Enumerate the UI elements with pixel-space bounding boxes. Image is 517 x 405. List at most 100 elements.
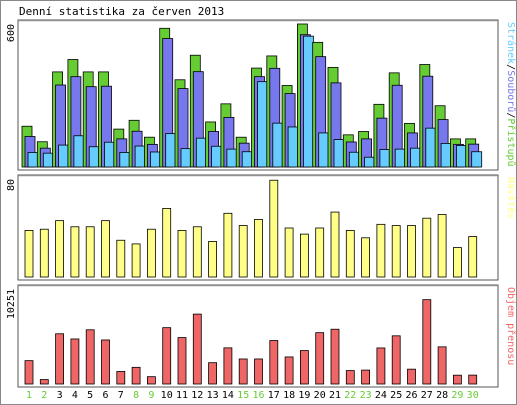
chart-title: Denní statistika za červen 2013 [19,5,224,18]
bar-pages-day-25 [394,148,406,168]
day-label-7: 7 [118,390,124,401]
bar-visits-day-13 [208,241,218,278]
day-label-16: 16 [252,390,264,401]
bar-pages-day-30 [471,151,483,168]
day-label-6: 6 [102,390,108,401]
bar-kbytes-day-25 [391,335,401,385]
bar-visits-day-20 [315,227,325,278]
bar-kbytes-day-10 [162,327,172,385]
day-label-18: 18 [283,390,295,401]
bar-visits-day-22 [345,230,355,278]
bar-visits-day-12 [192,226,202,278]
bar-visits-day-19 [299,233,309,278]
bar-pages-day-10 [165,133,177,168]
day-label-4: 4 [72,390,78,401]
bar-pages-day-21 [333,139,345,168]
day-label-23: 23 [360,390,372,401]
legend-Stránek: Stránek [505,22,517,64]
bar-kbytes-day-30 [468,374,478,385]
bar-kbytes-day-17 [269,340,279,385]
bar-visits-day-25 [391,225,401,278]
day-label-20: 20 [314,390,326,401]
bar-visits-day-30 [468,236,478,278]
legend-separator: / [505,64,516,70]
bar-visits-day-3 [55,220,64,278]
bar-pages-day-13 [211,145,223,168]
bar-pages-day-27 [425,127,437,168]
day-label-17: 17 [268,390,280,401]
bar-pages-day-14 [226,148,238,168]
day-label-1: 1 [26,390,32,401]
bar-kbytes-day-14 [223,347,233,385]
bar-visits-day-1 [24,230,34,278]
bar-kbytes-day-23 [361,369,371,385]
bar-pages-day-8 [134,145,146,168]
bar-visits-day-14 [223,212,233,278]
bar-visits-day-17 [269,179,279,278]
bar-visits-day-9 [146,228,156,278]
legend-Objem přenosu: Objem přenosu [505,287,517,365]
panel-2-ymax-label: 80 [6,179,17,191]
bar-kbytes-day-11 [177,337,187,385]
bar-pages-day-29 [455,145,467,168]
bar-kbytes-day-26 [407,368,416,385]
bar-kbytes-day-7 [116,371,126,385]
bar-visits-day-16 [254,219,263,278]
day-label-9: 9 [148,390,154,401]
day-label-27: 27 [421,390,433,401]
bar-visits-day-4 [70,226,80,278]
bar-visits-day-28 [437,214,447,278]
bar-pages-day-16 [257,81,268,168]
bar-kbytes-day-2 [39,379,49,385]
bar-visits-day-27 [422,217,432,278]
panel-3-ymax-label: 10251 [6,289,17,319]
day-label-2: 2 [41,390,47,401]
panel-3: 10251 Objem přenosu [6,284,517,388]
bar-kbytes-day-6 [101,339,110,385]
bar-pages-day-1 [27,152,39,168]
bar-kbytes-day-20 [315,332,325,385]
bar-pages-day-4 [73,135,85,168]
bar-kbytes-day-16 [254,358,263,385]
bar-kbytes-day-29 [452,374,462,385]
bar-pages-day-5 [88,146,100,168]
bar-kbytes-day-15 [238,358,248,385]
bar-kbytes-day-5 [85,329,95,385]
day-label-12: 12 [191,390,203,401]
bar-pages-day-17 [272,122,284,168]
bar-pages-day-23 [364,156,376,168]
bar-pages-day-7 [119,152,131,168]
bar-kbytes-day-21 [330,328,340,385]
panel-2-legend: Návštěv [505,177,517,219]
bar-pages-day-11 [180,148,192,168]
bar-visits-day-10 [162,207,172,278]
bar-visits-day-6 [101,220,110,278]
bar-visits-day-24 [376,223,386,278]
bar-visits-day-29 [452,247,462,278]
legend-Návštěv: Návštěv [505,177,517,219]
bar-visits-day-5 [85,226,95,278]
legend-Přístupů: Přístupů [505,118,517,166]
bar-pages-day-19 [302,35,314,168]
bar-visits-day-2 [39,228,49,278]
bar-kbytes-day-18 [284,356,294,385]
day-label-19: 19 [298,390,310,401]
bar-kbytes-day-9 [146,376,156,385]
panel-1: 600 Stránek/Souborů/Přístupů [6,19,517,171]
bar-kbytes-day-19 [299,350,309,385]
legend-Souborů: Souborů [505,70,517,112]
bar-kbytes-day-1 [24,360,34,385]
bar-pages-day-20 [318,132,330,168]
bar-kbytes-day-13 [208,362,218,385]
bar-pages-day-2 [42,152,54,168]
bar-visits-day-11 [177,230,187,278]
day-label-10: 10 [161,390,173,401]
bar-kbytes-day-27 [422,299,432,385]
panel-1-ymax-label: 600 [6,24,17,42]
bar-visits-day-23 [361,237,371,278]
bar-pages-day-12 [195,137,207,168]
day-label-25: 25 [390,390,402,401]
day-label-5: 5 [87,390,93,401]
